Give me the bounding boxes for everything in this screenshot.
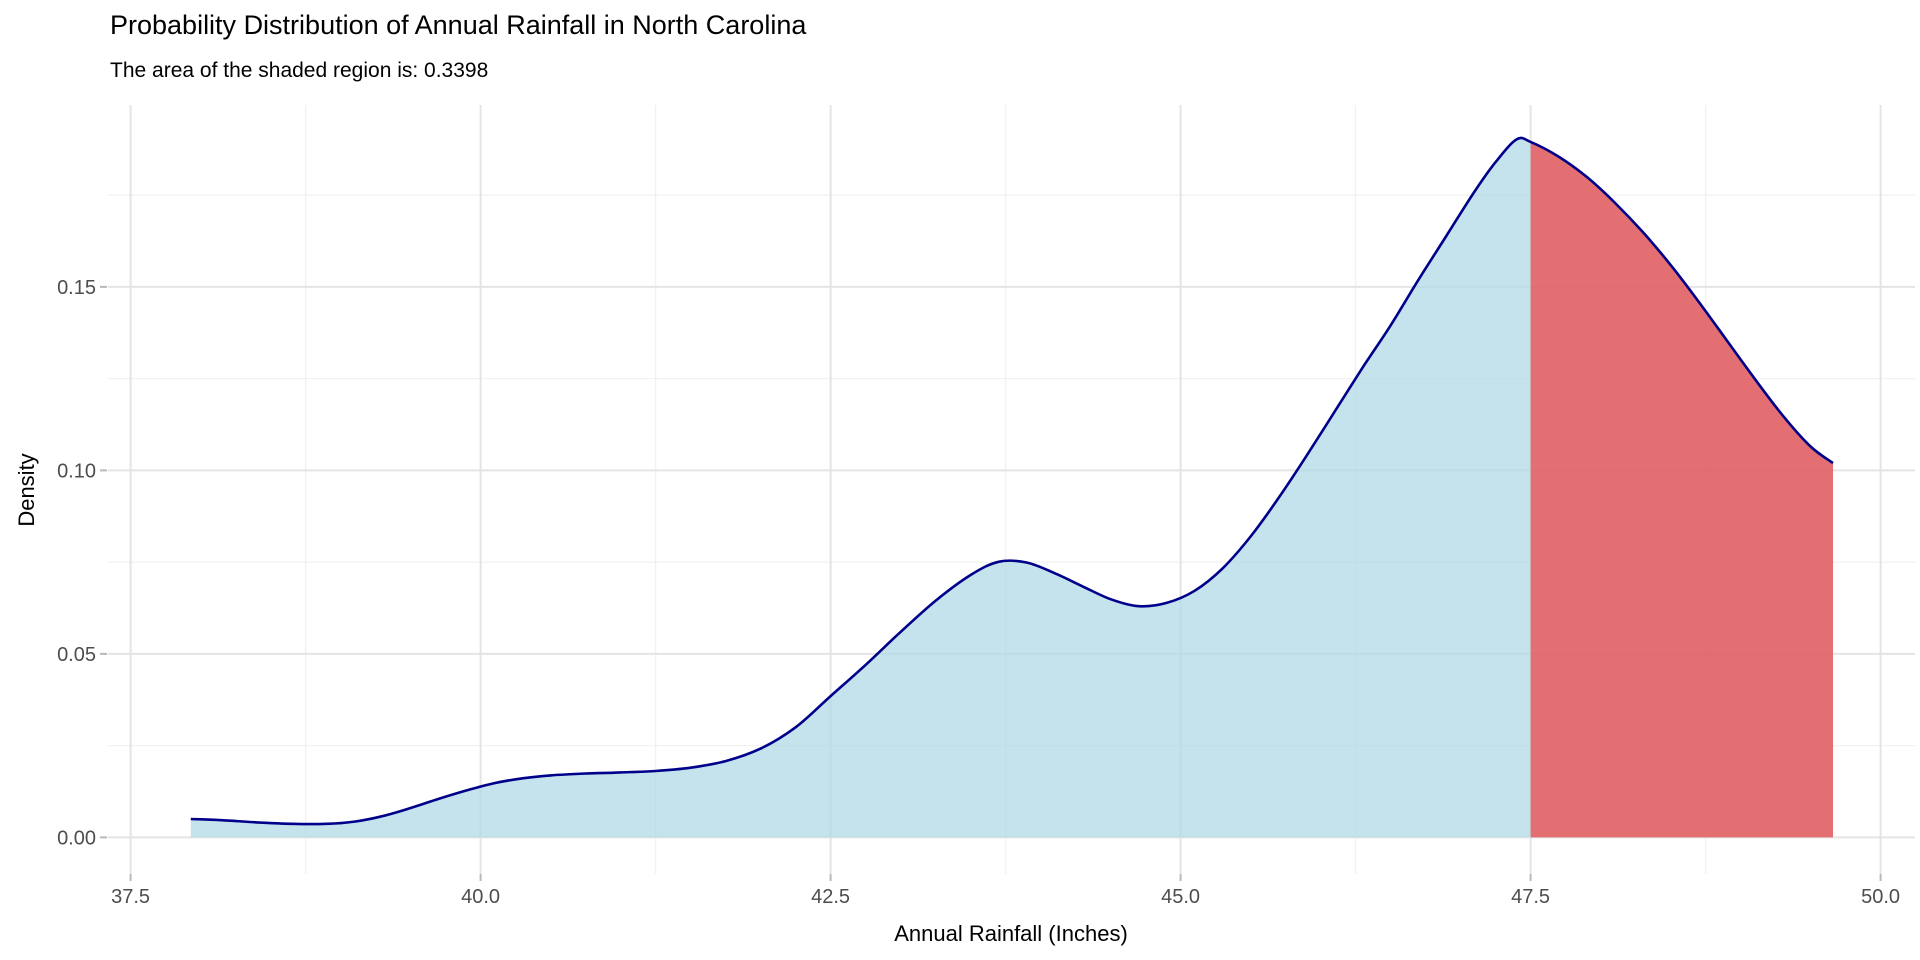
x-tick-label: 45.0	[1161, 886, 1200, 908]
density-curve-line	[190, 136, 1834, 826]
y-axis-title: Density	[14, 453, 39, 526]
x-tick-label: 40.0	[461, 886, 500, 908]
x-axis-title: Annual Rainfall (Inches)	[894, 921, 1128, 946]
chart-title: Probability Distribution of Annual Rainf…	[110, 10, 807, 40]
x-tick-label: 42.5	[811, 886, 850, 908]
y-tick-label: 0.05	[57, 644, 96, 666]
y-tick-label: 0.15	[57, 277, 96, 299]
x-tick-label: 50.0	[1861, 886, 1900, 908]
axis-tick-marks	[100, 285, 1882, 881]
x-tick-label: 47.5	[1511, 886, 1550, 908]
chart-subtitle: The area of the shaded region is: 0.3398	[110, 59, 488, 82]
density-area-unshaded	[190, 137, 1531, 838]
x-tick-label: 37.5	[111, 886, 150, 908]
x-axis-tick-labels: 37.5 40.0 42.5 45.0 47.5 50.0	[111, 886, 1900, 908]
y-axis-tick-labels: 0.00 0.05 0.10 0.15	[57, 277, 96, 850]
density-area-shaded	[1530, 141, 1833, 838]
y-tick-label: 0.10	[57, 460, 96, 482]
y-tick-label: 0.00	[57, 827, 96, 849]
